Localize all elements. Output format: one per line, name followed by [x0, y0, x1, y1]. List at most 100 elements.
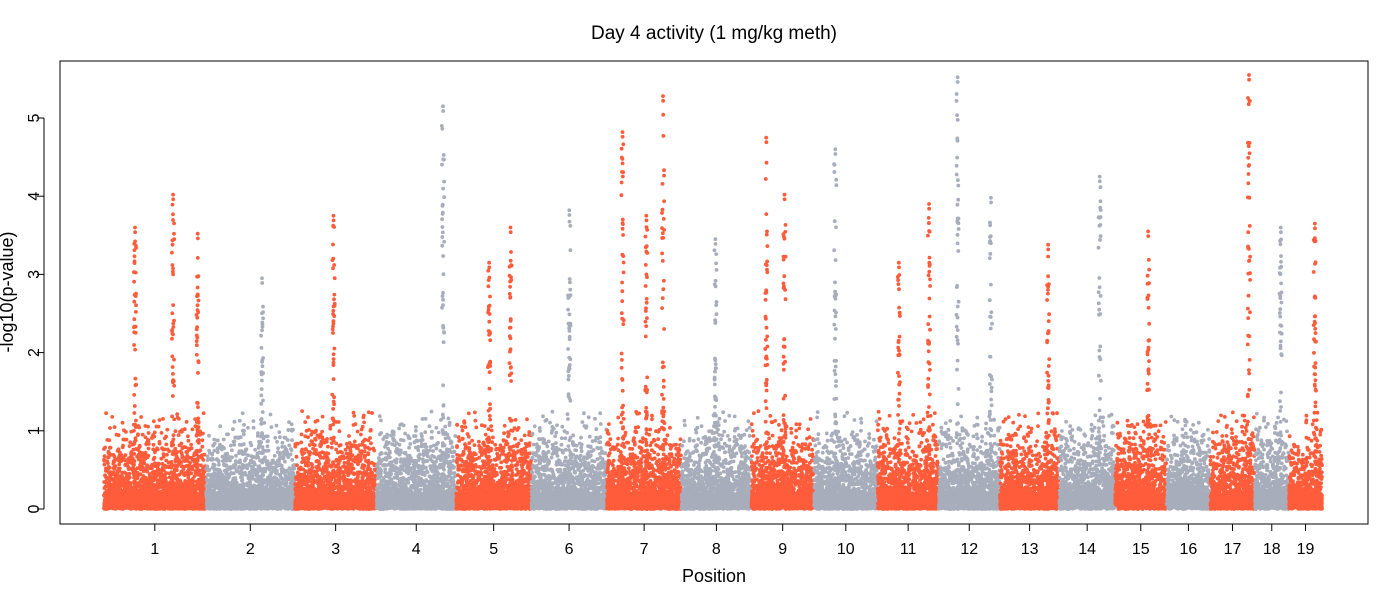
snp-point	[212, 471, 217, 475]
snp-point	[265, 434, 270, 439]
snp-point	[206, 468, 211, 473]
snp-point	[175, 450, 180, 454]
snp-point	[158, 484, 162, 489]
snp-point	[171, 272, 176, 277]
snp-point	[226, 474, 231, 479]
snp-point	[172, 221, 177, 226]
snp-point	[291, 427, 295, 432]
snp-point	[133, 239, 138, 244]
snp-point	[171, 303, 176, 307]
snp-point	[132, 254, 137, 259]
snp-point	[156, 478, 161, 483]
snp-point	[196, 371, 200, 375]
snp-point	[179, 469, 184, 474]
snp-point	[112, 425, 117, 429]
snp-point	[231, 439, 236, 444]
snp-point	[170, 242, 175, 247]
snp-point	[120, 493, 125, 498]
snp-point	[142, 502, 146, 507]
snp-point	[186, 469, 191, 474]
snp-point	[157, 439, 162, 444]
snp-point	[228, 458, 232, 463]
snp-point	[140, 506, 145, 510]
snp-point	[204, 483, 209, 488]
snp-point	[172, 237, 177, 242]
snp-point	[247, 498, 252, 503]
snp-point	[126, 467, 131, 471]
snp-point	[184, 484, 189, 488]
snp-point	[205, 506, 209, 511]
snp-point	[210, 452, 215, 457]
snp-point	[118, 500, 122, 505]
snp-point	[229, 485, 233, 490]
snp-point	[134, 245, 139, 250]
snp-point	[185, 504, 190, 509]
snp-point	[194, 449, 199, 453]
snp-point	[252, 469, 257, 474]
snp-point	[228, 505, 233, 510]
snp-point	[170, 202, 175, 207]
snp-point	[261, 371, 265, 376]
snp-point	[126, 476, 131, 481]
snp-point	[174, 475, 179, 480]
snp-point	[177, 416, 181, 421]
snp-point	[209, 456, 214, 461]
snp-point	[161, 452, 166, 456]
snp-point	[114, 432, 119, 437]
snp-point	[352, 414, 357, 418]
snp-point	[178, 478, 182, 483]
snp-point	[107, 438, 112, 443]
snp-point	[194, 352, 199, 357]
snp-point	[132, 488, 136, 493]
snp-point	[217, 462, 221, 467]
snp-point	[197, 506, 202, 510]
snp-point	[105, 459, 109, 464]
snp-point	[170, 336, 174, 341]
snp-point	[184, 420, 189, 424]
snp-point	[133, 294, 138, 298]
snp-point	[176, 486, 181, 491]
snp-point	[290, 485, 295, 489]
snp-point	[250, 464, 255, 469]
snp-point	[240, 411, 245, 416]
snp-point	[210, 495, 214, 500]
snp-point	[201, 411, 206, 416]
snp-point	[215, 450, 220, 455]
snp-point	[224, 503, 229, 508]
snp-point	[264, 503, 268, 508]
snp-point	[198, 454, 203, 459]
chart-title: Day 4 activity (1 mg/kg meth)	[591, 23, 837, 44]
snp-point	[112, 506, 117, 510]
snp-point	[132, 440, 137, 445]
snp-point	[217, 484, 222, 489]
snp-point	[164, 458, 169, 463]
snp-point	[156, 461, 161, 466]
snp-point	[104, 469, 108, 473]
snp-point	[133, 347, 138, 352]
snp-point	[133, 324, 138, 329]
snp-point	[233, 462, 238, 467]
snp-point	[276, 446, 280, 451]
snp-point	[108, 445, 112, 450]
snp-point	[157, 418, 162, 422]
snp-point	[143, 424, 148, 428]
snp-point	[259, 417, 263, 422]
snp-point	[146, 498, 151, 503]
snp-point	[195, 458, 200, 463]
snp-point	[102, 454, 107, 459]
snp-point	[151, 487, 155, 491]
snp-point	[171, 332, 175, 337]
snp-point	[241, 502, 245, 507]
snp-point	[228, 465, 233, 469]
snp-point	[283, 459, 287, 464]
snp-point	[233, 476, 238, 480]
snp-point	[119, 458, 124, 462]
snp-point	[229, 443, 233, 448]
snp-point	[232, 442, 237, 447]
snp-point	[151, 442, 156, 447]
snp-point	[218, 507, 223, 511]
snp-point	[254, 501, 258, 506]
snp-point	[229, 471, 234, 475]
snp-point	[150, 434, 155, 439]
